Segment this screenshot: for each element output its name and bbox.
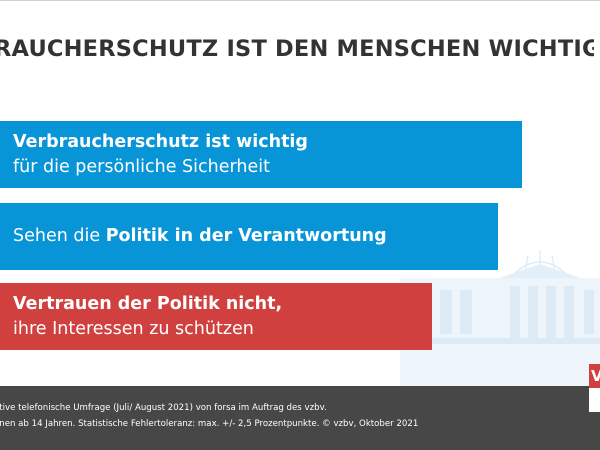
bar-2-normal-text: Sehen die <box>13 226 106 246</box>
chart-title: RAUCHERSCHUTZ IST DEN MENSCHEN WICHTIG <box>0 36 594 62</box>
bar-3-bold-text: Vertrauen der Politik nicht, <box>13 293 283 314</box>
footer-source: ative telefonische Umfrage (Juli/ August… <box>0 386 600 450</box>
vzbv-logo: V <box>589 364 600 412</box>
logo-letter: V <box>591 367 600 385</box>
bar-persoenliche-sicherheit: Verbraucherschutz ist wichtig für die pe… <box>0 121 522 188</box>
bar-2-bold-text: Politik in der Verantwortung <box>105 226 387 246</box>
footer-line-1: ative telefonische Umfrage (Juli/ August… <box>0 403 327 413</box>
bar-3-line-2: ihre Interessen zu schützen <box>13 318 254 339</box>
logo-white-part <box>589 388 600 412</box>
reichstag-building-illustration <box>400 250 600 386</box>
bar-1-line-2: für die persönliche Sicherheit <box>13 156 270 177</box>
bar-vertrauen-politik: Vertrauen der Politik nicht, ihre Intere… <box>0 283 432 350</box>
top-rule <box>0 0 600 1</box>
footer-line-2: onen ab 14 Jahren. Statistische Fehlerto… <box>0 419 419 429</box>
bar-1-bold-text: Verbraucherschutz ist wichtig <box>13 131 308 152</box>
bar-politik-verantwortung: Sehen die Politik in der Verantwortung <box>0 203 498 270</box>
